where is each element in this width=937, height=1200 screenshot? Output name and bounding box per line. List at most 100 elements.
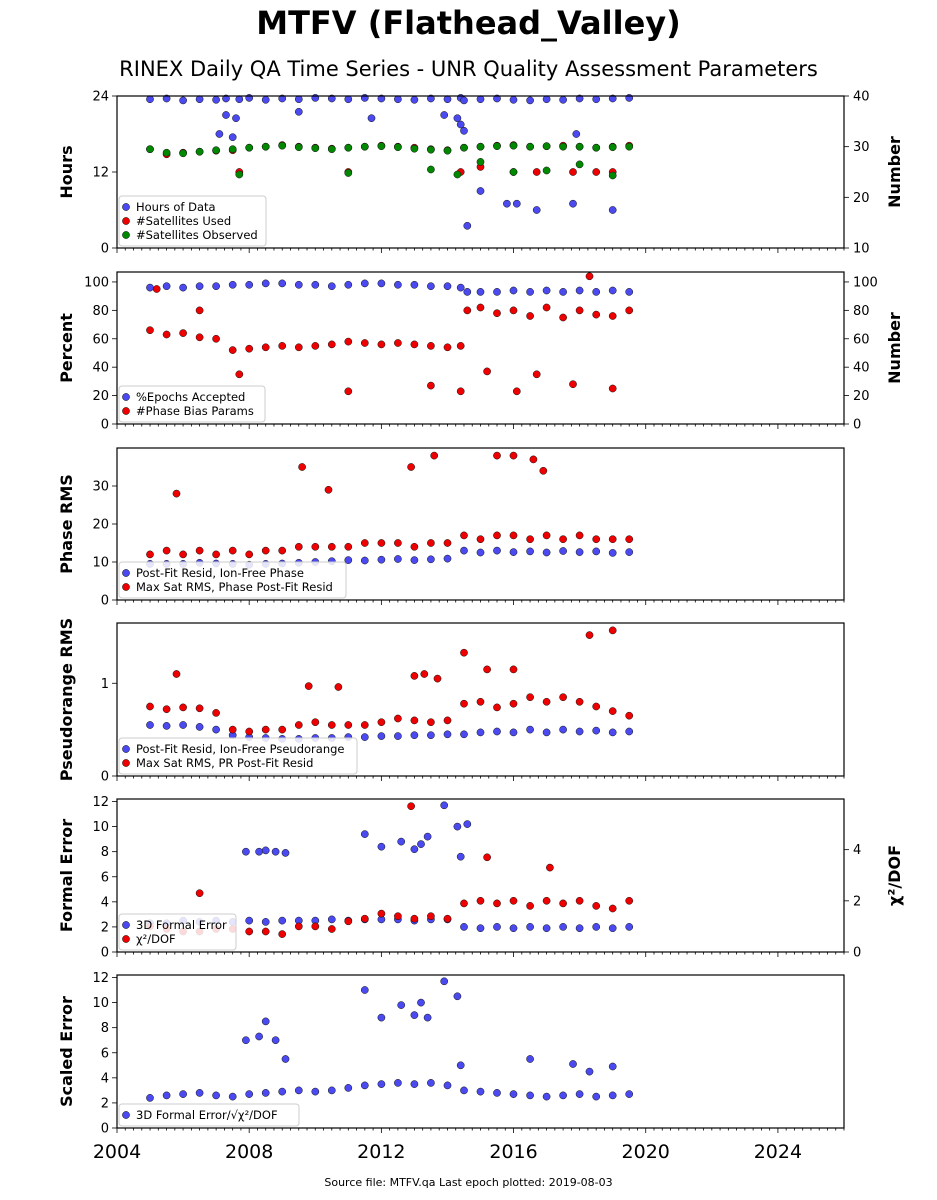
data-point — [394, 555, 402, 563]
data-point — [585, 1067, 594, 1076]
data-point — [311, 280, 320, 289]
data-point — [526, 288, 534, 296]
data-point — [608, 1091, 617, 1100]
data-point — [397, 1001, 406, 1009]
data-point — [146, 283, 154, 292]
data-point — [327, 94, 336, 103]
data-point — [212, 550, 220, 559]
data-point — [559, 142, 567, 151]
data-point — [569, 168, 577, 176]
data-point — [532, 206, 541, 214]
data-point — [592, 143, 601, 152]
data-point — [377, 539, 386, 547]
data-point — [162, 1091, 171, 1100]
series-formal-0 — [146, 801, 634, 933]
legend-box — [118, 385, 266, 423]
legend-box — [118, 737, 358, 775]
legend-marker — [122, 407, 130, 415]
data-point — [261, 846, 270, 855]
data-point — [179, 703, 187, 712]
data-point — [360, 339, 369, 347]
panel-pseudorange: 0 1 Pseudorange RMS Post-Fit Resid, Ion-Fre… — [57, 618, 845, 785]
data-point — [245, 727, 254, 736]
data-point — [456, 1061, 465, 1070]
y-axis-label: Phase RMS — [57, 474, 76, 574]
data-point — [575, 727, 584, 736]
data-point — [476, 288, 485, 296]
legend-marker — [122, 217, 130, 225]
y-right-axis-label: Number — [885, 136, 904, 208]
data-point — [294, 542, 303, 551]
data-point — [410, 340, 419, 349]
legend-label: Hours of Data — [136, 200, 216, 214]
y-axis-label: Pseudorange RMS — [57, 618, 76, 781]
data-point — [559, 95, 567, 104]
y-tick-label: 100 — [84, 275, 109, 290]
data-point — [311, 144, 320, 153]
y-axis-label: Percent — [57, 313, 76, 383]
data-point — [245, 916, 254, 925]
data-point — [410, 542, 419, 551]
data-point — [298, 463, 306, 471]
y-right-tick-label: 10 — [853, 242, 870, 257]
data-point — [427, 555, 435, 564]
data-point — [526, 902, 534, 910]
data-point — [585, 631, 594, 639]
y-tick-label: 10 — [92, 996, 109, 1011]
data-point — [407, 802, 415, 811]
y-tick-label: 1 — [101, 677, 109, 692]
data-point — [334, 683, 343, 691]
data-point — [483, 665, 491, 674]
data-point — [443, 1081, 452, 1090]
data-point — [212, 282, 220, 291]
data-point — [608, 384, 617, 393]
data-point — [278, 725, 287, 734]
data-point — [360, 986, 369, 994]
data-point — [410, 845, 419, 854]
y-right-tick-label: 30 — [853, 140, 870, 155]
data-point — [476, 187, 485, 195]
data-point — [542, 697, 551, 706]
data-point — [212, 146, 220, 155]
data-point — [324, 485, 333, 494]
legend-label: %Epochs Accepted — [136, 390, 245, 404]
data-point — [608, 707, 617, 715]
data-point — [456, 283, 465, 292]
data-point — [172, 489, 181, 498]
data-point — [608, 206, 617, 214]
data-point — [526, 1055, 534, 1063]
data-point — [410, 1011, 419, 1019]
data-point — [625, 288, 634, 296]
data-point — [443, 914, 452, 923]
data-point — [526, 693, 534, 702]
legend-marker — [122, 921, 130, 929]
y-tick-label: 4 — [101, 895, 109, 910]
data-point — [235, 95, 244, 104]
data-point — [410, 914, 419, 923]
data-point — [625, 711, 634, 720]
data-point — [430, 451, 439, 460]
data-point — [146, 95, 154, 104]
data-point — [394, 280, 402, 289]
data-point — [261, 95, 270, 104]
legend-marker — [122, 203, 130, 211]
data-point — [245, 280, 254, 289]
data-point — [245, 143, 254, 152]
y-tick-label: 2 — [101, 1096, 109, 1111]
data-point — [162, 546, 171, 555]
data-point — [162, 705, 171, 714]
legend-percent: %Epochs Accepted#Phase Bias Params — [118, 385, 266, 423]
data-point — [278, 1087, 287, 1096]
data-point — [476, 142, 485, 151]
data-point — [476, 728, 485, 737]
data-point — [245, 94, 254, 102]
data-point — [575, 286, 584, 295]
data-point — [281, 1055, 290, 1063]
data-point — [608, 143, 617, 152]
y-tick-label: 12 — [92, 971, 109, 986]
data-point — [278, 94, 287, 103]
legend-label: Post-Fit Resid, Ion-Free Phase — [136, 566, 304, 580]
data-point — [261, 1089, 270, 1097]
